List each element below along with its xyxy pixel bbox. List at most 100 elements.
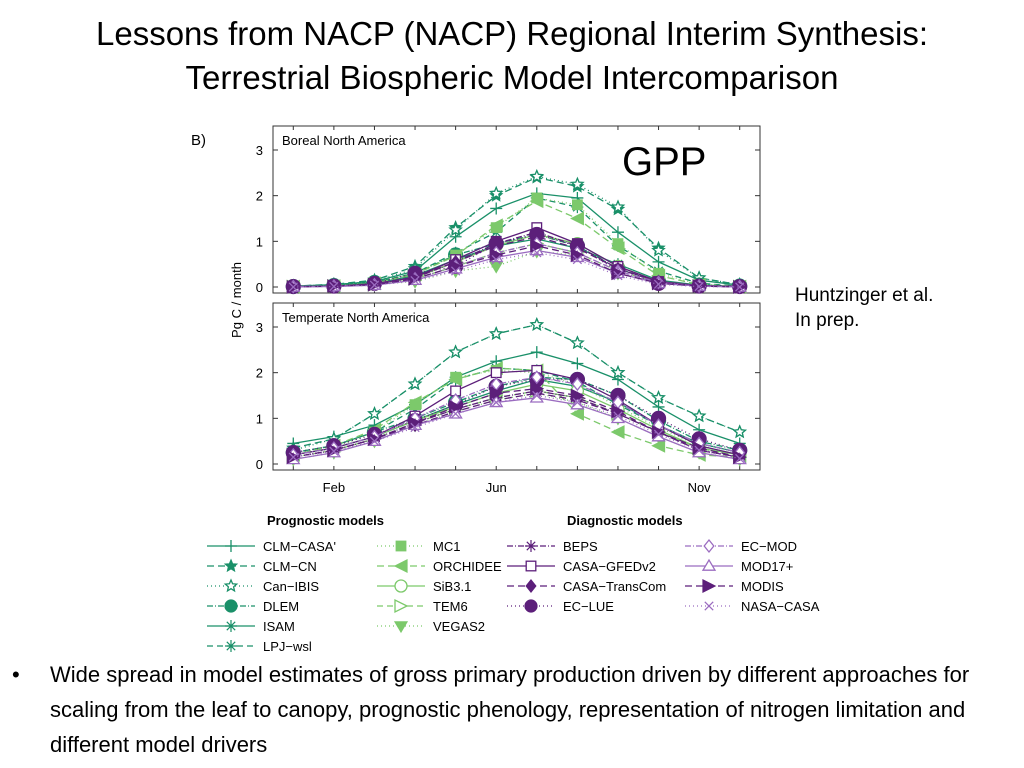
- data-point: [653, 429, 664, 439]
- data-point: [571, 357, 584, 370]
- y-tick-label: 2: [256, 189, 263, 204]
- data-point: [735, 453, 745, 464]
- legend-label: EC−MOD: [741, 539, 797, 554]
- bullet-symbol: •: [12, 662, 20, 687]
- data-point: [407, 395, 422, 410]
- data-point: [329, 446, 339, 456]
- y-tick-label: 2: [256, 366, 263, 381]
- data-point: [610, 199, 626, 214]
- legend-label: VEGAS2: [433, 619, 485, 634]
- data-point: [410, 275, 420, 286]
- slide-title-line1: Lessons from NACP (NACP) Regional Interi…: [95, 15, 929, 52]
- data-point: [491, 254, 501, 265]
- data-point: [610, 411, 626, 424]
- data-point: [449, 259, 463, 274]
- data-point: [570, 335, 585, 350]
- data-point: [489, 261, 504, 274]
- citation: Huntzinger et al. In prep.: [795, 283, 933, 333]
- legend-item: VEGAS2: [377, 619, 485, 634]
- data-point: [572, 397, 583, 408]
- series-line: [293, 351, 740, 445]
- data-point: [450, 409, 461, 419]
- data-point: [610, 241, 625, 256]
- legend-label: DLEM: [263, 599, 299, 614]
- citation-line2: In prep.: [795, 310, 860, 331]
- bullet-text: Wide spread in model estimates of gross …: [50, 662, 970, 757]
- series-line: [293, 376, 740, 454]
- data-point: [613, 411, 623, 421]
- legend-marker: [394, 579, 408, 593]
- y-tick-label: 1: [256, 411, 263, 426]
- y-tick-label: 0: [256, 457, 263, 472]
- series-line: [293, 324, 740, 449]
- series-nasa-casa: [288, 390, 745, 464]
- data-point: [408, 271, 423, 286]
- panel-label: B): [191, 132, 206, 149]
- x-tick-label: Feb: [323, 480, 345, 495]
- data-point: [408, 415, 423, 430]
- legend-label: CLM−CN: [263, 559, 317, 574]
- data-point: [288, 452, 298, 462]
- legend-marker: [704, 601, 714, 611]
- legend-item: CASA−TransCom: [507, 579, 666, 594]
- legend-label: SiB3.1: [433, 579, 471, 594]
- data-point: [490, 367, 502, 379]
- legend-marker: [224, 599, 238, 613]
- data-point: [369, 280, 380, 290]
- data-point: [610, 425, 625, 440]
- series-modis: [286, 381, 748, 465]
- series-line: [293, 387, 740, 458]
- chart-panel-boreal: 0 1 2 3 Boreal North America: [256, 125, 761, 295]
- series-line: [293, 252, 740, 288]
- data-point: [529, 390, 544, 403]
- legend-item: LPJ−wsl: [207, 639, 312, 654]
- legend-item: ORCHIDEE: [377, 559, 502, 574]
- legend-header-diagnostic: Diagnostic models: [567, 513, 683, 528]
- legend-marker: [223, 578, 239, 593]
- panel-title: Temperate North America: [282, 310, 430, 325]
- y-tick-label: 3: [256, 320, 263, 335]
- data-point: [488, 326, 504, 341]
- data-point: [532, 248, 542, 258]
- gpp-chart-figure: B) Pg C / month 0 1 2 3 Boreal North America 0 1…: [191, 125, 820, 654]
- legend-marker: [393, 621, 409, 634]
- legend-marker: [701, 558, 717, 571]
- legend-label: TEM6: [433, 599, 468, 614]
- data-point: [611, 226, 624, 239]
- legend-label: MOD17+: [741, 559, 793, 574]
- data-point: [691, 408, 707, 423]
- data-point: [732, 424, 747, 439]
- series-can-ibis: [285, 317, 747, 457]
- series-line: [293, 249, 740, 288]
- legend-label: BEPS: [563, 539, 598, 554]
- legend-item: EC−LUE: [507, 599, 614, 614]
- data-point: [610, 364, 626, 379]
- data-point: [570, 176, 585, 191]
- legend-item: CLM−CASA': [207, 539, 336, 554]
- data-point: [490, 202, 503, 215]
- legend-marker: [524, 599, 538, 613]
- citation-line1: Huntzinger et al.: [795, 285, 934, 306]
- legend-label: Can−IBIS: [263, 579, 319, 594]
- legend-item: DLEM: [207, 599, 299, 614]
- legend-marker: [225, 640, 237, 652]
- legend-header-prognostic: Prognostic models: [267, 513, 384, 528]
- y-tick-label: 0: [256, 280, 263, 295]
- data-point: [613, 270, 623, 281]
- legend-item: TEM6: [377, 598, 468, 614]
- legend-marker: [703, 538, 715, 554]
- data-point: [651, 242, 666, 257]
- series-line: [293, 175, 740, 287]
- y-tick-label: 1: [256, 234, 263, 249]
- legend-label: EC−LUE: [563, 599, 614, 614]
- data-point: [491, 397, 501, 408]
- data-point: [448, 222, 463, 237]
- y-tick-label: 3: [256, 143, 263, 158]
- legend-label: CASA−GFEDv2: [563, 559, 656, 574]
- gpp-label: GPP: [622, 140, 707, 184]
- data-point: [571, 199, 583, 211]
- data-point: [489, 386, 504, 401]
- data-point: [532, 390, 542, 401]
- legend-item: MC1: [377, 539, 460, 554]
- legend-item: BEPS: [507, 539, 598, 554]
